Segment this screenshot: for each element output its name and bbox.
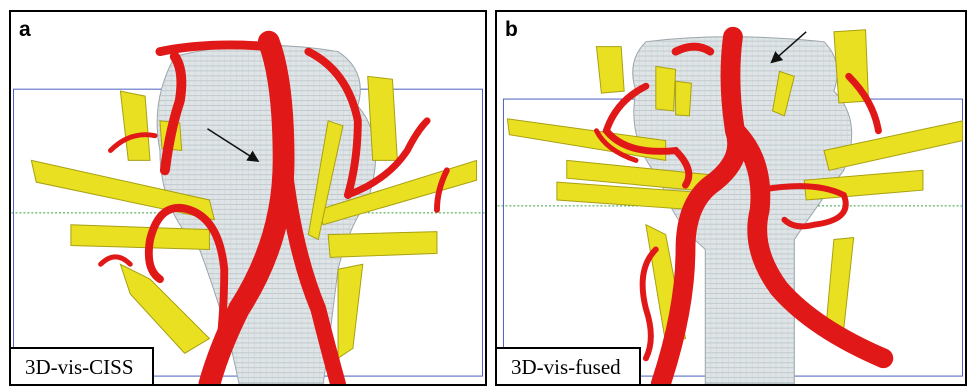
panel-b-rendering	[497, 26, 965, 384]
arrow-icon	[207, 128, 260, 163]
arrow-icon	[770, 31, 807, 64]
panel-a-letter: a	[19, 18, 31, 41]
panel-a: a 3D-vis-CISS	[9, 10, 487, 386]
brainstem	[632, 36, 853, 384]
panel-a-caption: 3D-vis-CISS	[11, 347, 154, 384]
nerves	[506, 29, 964, 345]
nerves	[30, 75, 478, 360]
panel-b-letter: b	[505, 18, 518, 41]
panel-a-rendering	[11, 30, 485, 384]
arteries	[98, 30, 450, 384]
panel-b-caption: 3D-vis-fused	[497, 347, 641, 384]
arteries	[593, 26, 894, 384]
panel-b: b 3D-vis-fused	[495, 10, 967, 386]
